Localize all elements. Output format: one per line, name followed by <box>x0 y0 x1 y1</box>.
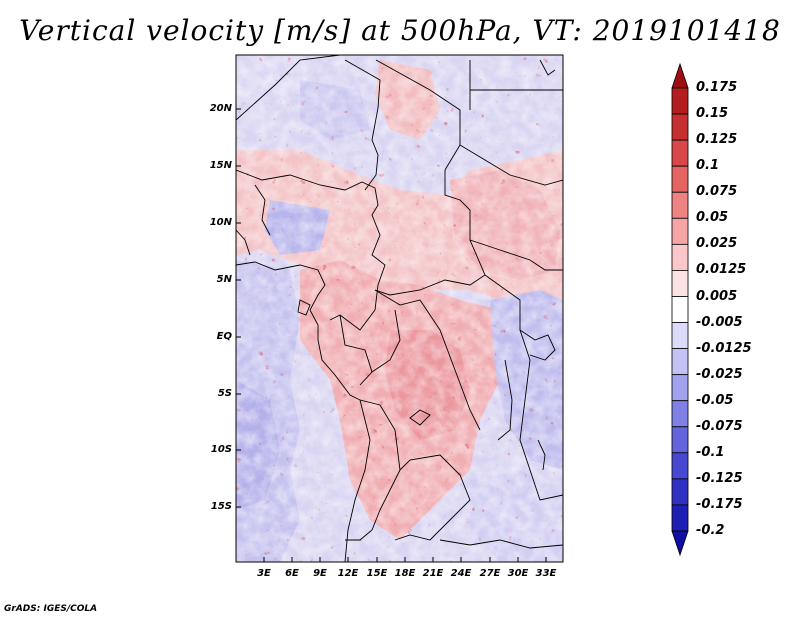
lon-label-6e: 6E <box>285 568 299 579</box>
colorbar-label: 0.05 <box>696 210 729 225</box>
colorbar-swatch <box>671 504 689 532</box>
lat-label-20n: 20N <box>209 103 232 114</box>
lat-label-15n: 15N <box>209 160 232 171</box>
colorbar-label: 0.075 <box>696 184 738 199</box>
lon-label-9e: 9E <box>313 568 327 579</box>
colorbar-swatch <box>671 322 689 349</box>
colorbar-label: -0.0125 <box>696 341 752 356</box>
map-title: Vertical velocity [m/s] at 500hPa, VT: 2… <box>19 14 781 47</box>
lat-label-10s: 10S <box>210 444 232 455</box>
colorbar-swatch <box>671 374 689 402</box>
colorbar-swatch <box>671 400 689 428</box>
colorbar-swatch <box>671 296 689 323</box>
velocity-field <box>236 55 563 562</box>
colorbar-bottom-triangle <box>671 530 689 557</box>
lon-label-3e: 3E <box>257 568 271 579</box>
colorbar-swatch <box>671 113 689 141</box>
lon-label-12e: 12E <box>337 568 359 579</box>
colorbar-label: -0.125 <box>696 471 743 486</box>
lon-label-18e: 18E <box>394 568 416 579</box>
lat-label-15s: 15S <box>210 501 232 512</box>
colorbar-swatch <box>671 165 689 193</box>
colorbar-label: -0.175 <box>696 497 743 512</box>
colorbar-label: 0.1 <box>696 158 720 173</box>
country-borders <box>236 55 563 562</box>
grads-credit: GrADS: IGES/COLA <box>4 604 98 614</box>
colorbar-swatch <box>671 426 689 454</box>
lon-label-15e: 15E <box>366 568 388 579</box>
colorbar-swatch <box>671 270 689 297</box>
colorbar-swatch <box>671 191 689 219</box>
colorbar-top-triangle <box>671 62 689 89</box>
colorbar-swatch <box>671 139 689 167</box>
lon-label-24e: 24E <box>450 568 472 579</box>
lat-label-5s: 5S <box>217 388 232 399</box>
colorbar-label: -0.05 <box>696 393 734 408</box>
axis-ticks <box>236 108 547 562</box>
colorbar-label: 0.025 <box>696 236 738 251</box>
colorbar-swatch <box>671 243 689 271</box>
colorbar-label: 0.175 <box>696 80 738 95</box>
colorbar-label: 0.125 <box>696 132 738 147</box>
colorbar-label: 0.15 <box>696 106 729 121</box>
lat-label-10n: 10N <box>209 217 232 228</box>
lon-label-21e: 21E <box>422 568 444 579</box>
colorbar <box>671 62 689 557</box>
lon-label-33e: 33E <box>535 568 557 579</box>
colorbar-swatch <box>671 348 689 376</box>
colorbar-label: 0.0125 <box>696 262 747 277</box>
colorbar-label: -0.2 <box>696 523 725 538</box>
lat-label-eq: EQ <box>216 331 232 342</box>
colorbar-label: -0.025 <box>696 367 743 382</box>
colorbar-swatch <box>671 87 689 115</box>
colorbar-label: 0.005 <box>696 289 738 304</box>
colorbar-swatch <box>671 452 689 480</box>
colorbar-label: -0.1 <box>696 445 725 460</box>
colorbar-label: -0.075 <box>696 419 743 434</box>
lat-label-5n: 5N <box>216 274 232 285</box>
lon-label-27e: 27E <box>479 568 501 579</box>
colorbar-label: -0.005 <box>696 315 743 330</box>
colorbar-swatch <box>671 217 689 245</box>
lon-label-30e: 30E <box>507 568 529 579</box>
colorbar-swatch <box>671 478 689 506</box>
